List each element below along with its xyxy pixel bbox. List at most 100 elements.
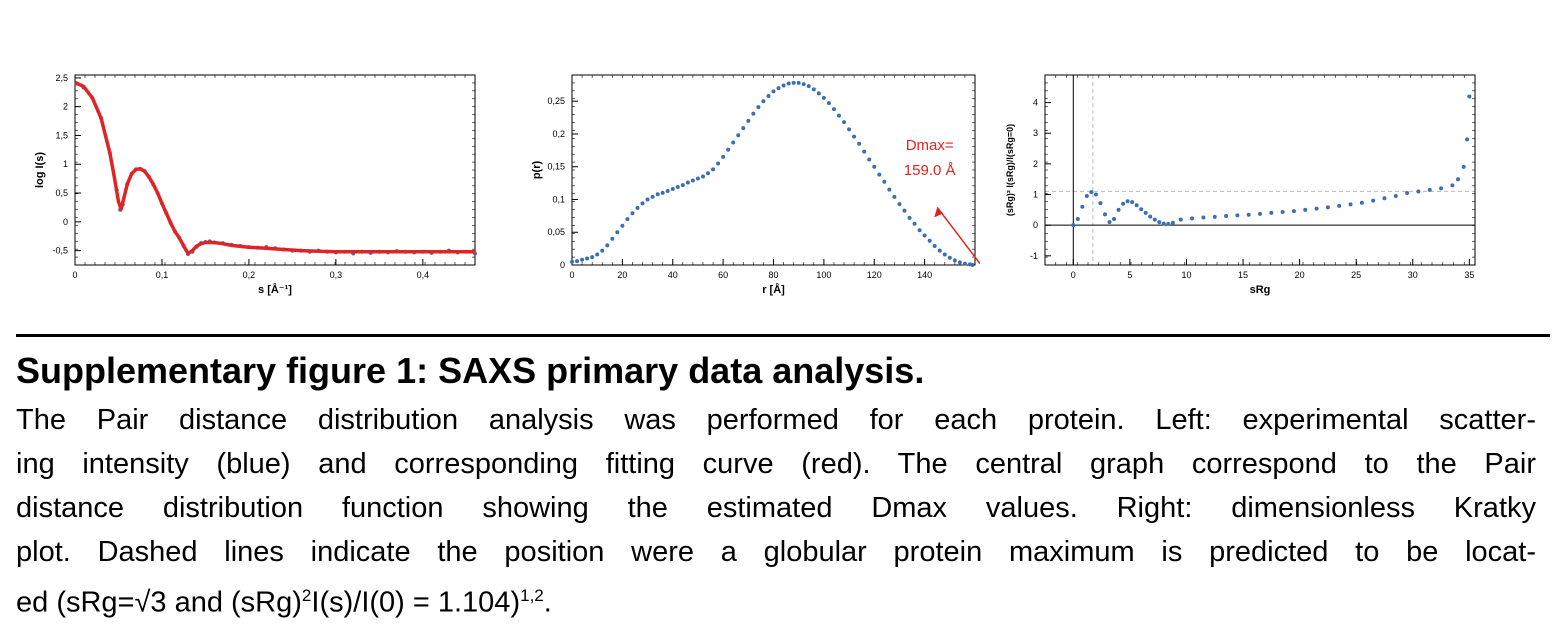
y-tick-label: 0,05 [547, 227, 565, 237]
data-point [826, 101, 831, 106]
data-point [685, 180, 690, 185]
data-point [842, 120, 847, 125]
data-point [1130, 200, 1135, 205]
data-point [736, 133, 741, 138]
data-point [1291, 209, 1296, 214]
data-point [806, 84, 811, 89]
data-point [1359, 200, 1364, 205]
data-point [1348, 202, 1353, 207]
y-tick-label: 2,5 [55, 73, 68, 83]
caption-reference: 1,2 [520, 586, 544, 605]
data-point [1152, 217, 1157, 222]
y-tick-label: 4 [1033, 98, 1038, 108]
intensity-plot-svg: 0 0,1 0,2 0,3 0,4 -0,5 0 0,5 1 1,5 2 2,5 s [Å⁻¹] log … [34, 73, 477, 296]
x-tick-label: 60 [718, 270, 728, 280]
x-tick-label: 0 [569, 270, 574, 280]
data-point [1439, 186, 1444, 191]
y-tick-label: 0,1 [552, 194, 565, 204]
data-point [1190, 216, 1195, 221]
caption-line: ing intensity (blue) and corresponding f… [16, 448, 1536, 480]
data-point [821, 95, 826, 100]
data-point [1178, 217, 1183, 222]
data-point [600, 248, 605, 253]
data-point [857, 141, 862, 146]
data-point [711, 167, 716, 172]
data-point [635, 206, 640, 210]
saxs-intensity-chart: 0 0,1 0,2 0,3 0,4 -0,5 0 0,5 1 1,5 2 2,5 s [Å⁻¹] log … [20, 60, 495, 310]
fit-curve [74, 80, 475, 256]
data-point [721, 154, 726, 159]
data-point [605, 243, 610, 248]
data-point [695, 176, 700, 181]
y-tick-label: 0,5 [55, 188, 68, 198]
data-point [741, 126, 746, 131]
data-point [970, 263, 975, 267]
data-point [1161, 221, 1166, 226]
data-point [746, 118, 751, 123]
data-point [1456, 177, 1461, 182]
data-point [1080, 204, 1085, 209]
data-point [575, 259, 580, 264]
data-point [756, 105, 761, 110]
x-tick-label: 140 [917, 270, 932, 280]
data-point [1416, 189, 1421, 194]
y-tick-label: 0 [63, 217, 68, 227]
data-point [660, 190, 665, 195]
data-point [690, 178, 695, 183]
data-point [761, 99, 766, 104]
data-point [1393, 194, 1398, 199]
caption-text: . [543, 586, 552, 619]
x-tick-label: 25 [1351, 270, 1361, 280]
x-tick-label: 35 [1464, 270, 1474, 280]
data-point [1212, 214, 1217, 219]
data-point [1371, 198, 1376, 203]
caption-divider [16, 334, 1550, 337]
caption-superscript: 2 [301, 586, 312, 605]
data-point [957, 260, 962, 265]
x-tick-label: 20 [617, 270, 627, 280]
data-point [1107, 220, 1112, 225]
data-point [932, 244, 937, 248]
data-point [912, 221, 917, 226]
y-axis-label: (sRg)² I(sRg)/I(sRg=0) [1005, 124, 1015, 216]
data-point [1269, 210, 1274, 215]
x-axis-label: s [Å⁻¹] [258, 283, 292, 296]
data-point [650, 194, 655, 199]
data-point [887, 187, 892, 192]
x-axis-label: sRg [1250, 284, 1271, 296]
caption-line: The Pair distance distribution analysis … [16, 404, 1536, 436]
x-tick-label: 10 [1181, 270, 1191, 280]
y-axis-label: log I(s) [34, 152, 46, 188]
data-point [1314, 206, 1319, 211]
kratky-chart: 0 5 10 15 20 25 30 35 -1 0 1 2 3 4 sRg (sRg)² I(sRg)/I(… [1005, 60, 1485, 310]
data-point [937, 248, 942, 253]
data-point [847, 127, 852, 132]
y-tick-label: 2 [1033, 159, 1038, 169]
data-point [706, 171, 711, 176]
dmax-annotation: 159.0 Å [904, 162, 956, 179]
data-point [791, 80, 796, 85]
data-point [831, 107, 836, 112]
data-point [1157, 220, 1162, 225]
y-tick-label: 0,25 [547, 96, 565, 106]
caption-line: distance distribution function showing t… [16, 492, 1536, 524]
data-point [1139, 207, 1144, 212]
data-point [771, 89, 776, 94]
x-tick-label: 0 [1071, 270, 1076, 280]
data-point [1116, 207, 1121, 212]
data-point [700, 174, 705, 179]
data-point [867, 157, 872, 162]
y-tick-label: -0,5 [52, 246, 68, 256]
x-tick-label: 40 [668, 270, 678, 280]
data-point [670, 187, 675, 191]
data-point [1325, 205, 1330, 210]
data-point [816, 91, 821, 96]
data-point [726, 147, 731, 152]
x-tick-label: 20 [1295, 270, 1305, 280]
data-point [590, 255, 595, 260]
data-point [1337, 203, 1342, 208]
data-point [811, 87, 816, 92]
data-point [625, 217, 630, 222]
x-tick-label: 0,3 [330, 270, 343, 280]
data-point [640, 201, 645, 206]
